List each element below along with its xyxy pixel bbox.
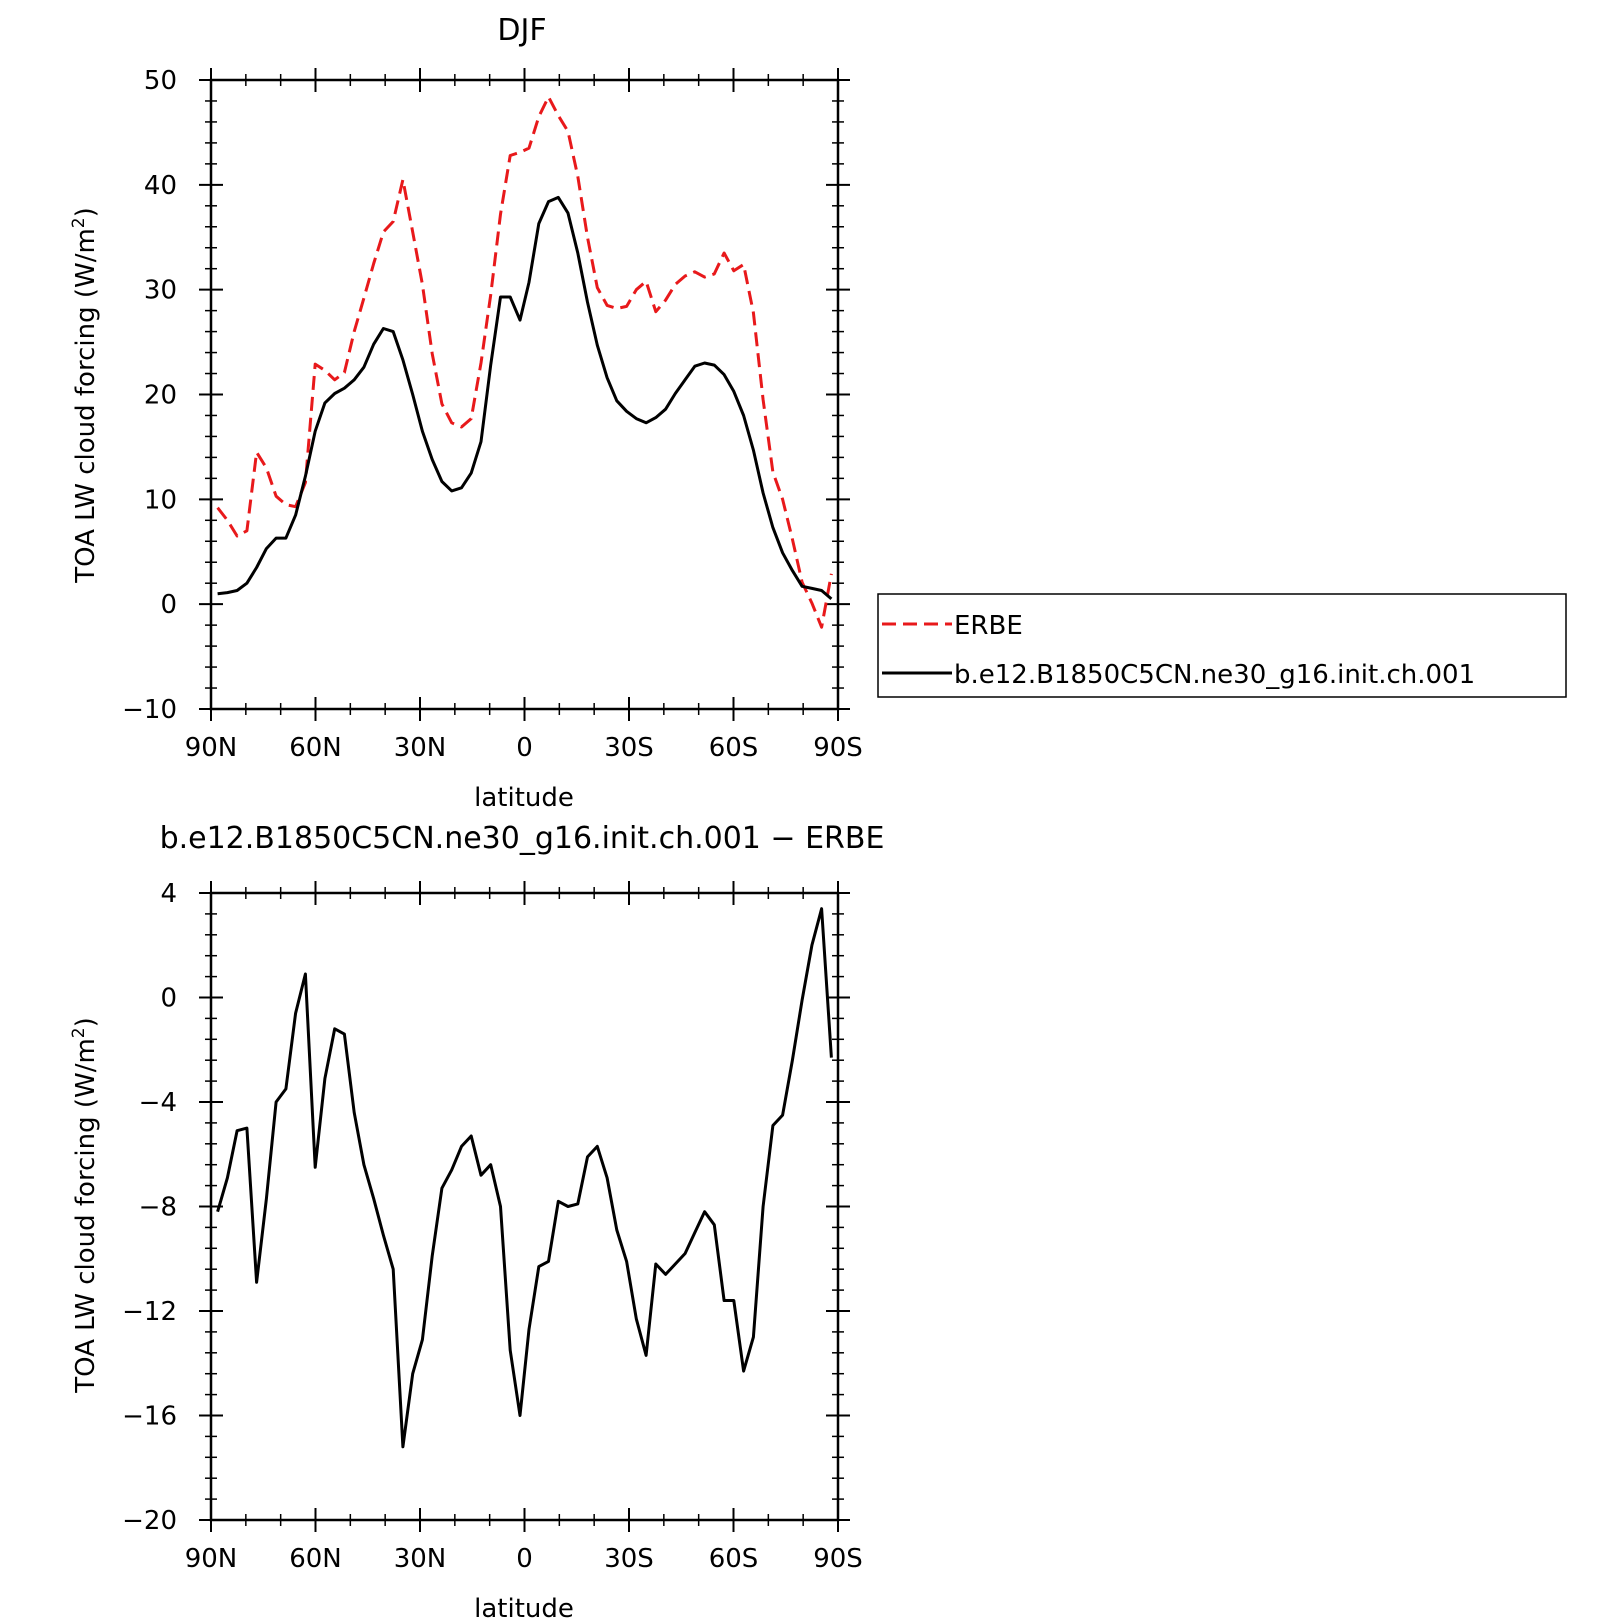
top-y-tick-label: 0 xyxy=(160,590,177,620)
top-axis-ticks xyxy=(199,68,850,721)
top-plot-frame xyxy=(209,78,840,711)
top-y-tick-label: −10 xyxy=(122,695,177,725)
bottom-y-axis-label-main: TOA LW cloud forcing (W/m xyxy=(71,1038,101,1394)
bottom-y-tick-label: −8 xyxy=(139,1193,177,1223)
bottom-series xyxy=(216,907,833,1449)
top-x-tick-label: 60N xyxy=(289,733,342,763)
top-x-axis-label: latitude xyxy=(474,783,574,813)
top-series xyxy=(216,95,833,629)
top-y-axis-label-sup: 2 xyxy=(69,217,89,228)
top-y-axis-label: TOA LW cloud forcing (W/m2) xyxy=(69,207,101,584)
top-y-tick-label: 20 xyxy=(144,381,177,411)
bottom-axis-ticks xyxy=(199,881,850,1532)
bottom-y-tick-label: −4 xyxy=(139,1088,177,1118)
top-y-axis-label-main: TOA LW cloud forcing (W/m xyxy=(71,228,101,584)
bottom-x-tick-label: 60N xyxy=(289,1544,342,1574)
bottom-x-tick-label: 30S xyxy=(604,1544,654,1574)
top-series-line-1 xyxy=(217,195,833,601)
top-x-tick-label: 30N xyxy=(394,733,447,763)
bottom-y-tick-label: −12 xyxy=(122,1297,177,1327)
top-panel: DJF 90N 60N 30N 0 30S 60S 90S −10 0 10 20 30 40 50 la… xyxy=(69,13,1567,813)
top-y-tick-label: 40 xyxy=(144,171,177,201)
bottom-x-tick-label: 30N xyxy=(394,1544,447,1574)
top-y-axis-label-close: ) xyxy=(71,207,101,217)
legend: ERBE b.e12.B1850C5CN.ne30_g16.init.ch.00… xyxy=(877,593,1567,698)
bottom-y-tick-label: 0 xyxy=(160,984,177,1014)
top-y-tick-label: 10 xyxy=(144,485,177,515)
top-x-tick-label: 0 xyxy=(516,733,533,763)
bottom-plot-frame xyxy=(209,891,840,1522)
top-x-tick-label: 90S xyxy=(813,733,863,763)
bottom-plot-title: b.e12.B1850C5CN.ne30_g16.init.ch.001 − E… xyxy=(160,821,885,856)
bottom-y-axis-label-close: ) xyxy=(71,1017,101,1027)
bottom-y-axis-label-sup: 2 xyxy=(69,1027,89,1038)
top-series-line-0 xyxy=(216,95,833,629)
bottom-x-tick-label: 90S xyxy=(813,1544,863,1574)
bottom-x-tick-label: 90N xyxy=(185,1544,238,1574)
top-x-tick-label: 60S xyxy=(709,733,759,763)
legend-label-model: b.e12.B1850C5CN.ne30_g16.init.ch.001 xyxy=(954,660,1475,690)
top-y-tick-label: 30 xyxy=(144,276,177,306)
bottom-x-tick-label: 0 xyxy=(516,1544,533,1574)
legend-box xyxy=(877,593,1567,698)
bottom-x-axis-label: latitude xyxy=(474,1594,574,1619)
top-x-tick-label: 30S xyxy=(604,733,654,763)
top-y-tick-label: 50 xyxy=(144,66,177,96)
bottom-series-line-0 xyxy=(216,907,833,1449)
bottom-tick-labels: 90N 60N 30N 0 30S 60S 90S −20 −16 −12 −8 −4 0 4 xyxy=(122,879,863,1574)
top-plot-title: DJF xyxy=(497,13,546,48)
top-x-tick-label: 90N xyxy=(185,733,238,763)
bottom-panel: b.e12.B1850C5CN.ne30_g16.init.ch.001 − E… xyxy=(69,821,884,1619)
legend-label-erbe: ERBE xyxy=(954,611,1023,641)
bottom-y-axis-label: TOA LW cloud forcing (W/m2) xyxy=(69,1017,101,1394)
bottom-x-tick-label: 60S xyxy=(709,1544,759,1574)
bottom-y-tick-label: 4 xyxy=(160,879,177,909)
top-tick-labels: 90N 60N 30N 0 30S 60S 90S −10 0 10 20 30 40 50 xyxy=(122,66,863,763)
bottom-y-tick-label: −20 xyxy=(122,1506,177,1536)
bottom-y-tick-label: −16 xyxy=(122,1402,177,1432)
